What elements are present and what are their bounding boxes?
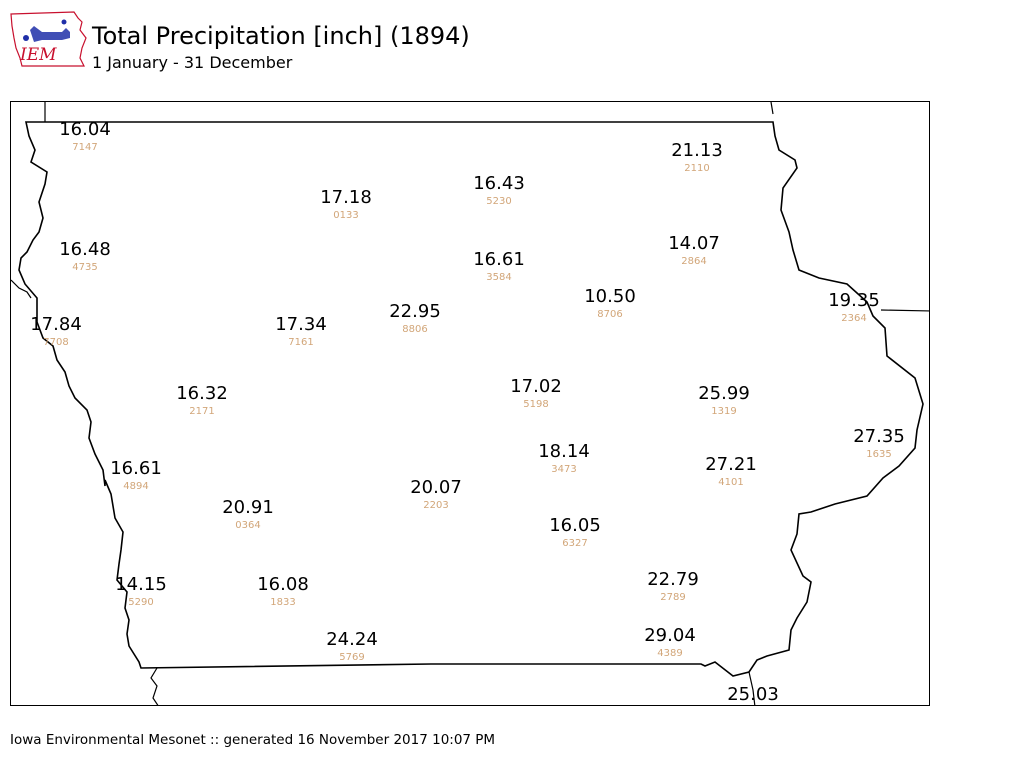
station-label: 16.32 2171	[176, 383, 228, 417]
station-id: 8806	[402, 324, 427, 335]
station-id: 5230	[486, 196, 511, 207]
station-label: 22.95 8806	[389, 301, 441, 335]
iem-logo: IEM	[8, 8, 88, 74]
station-precip-value: 27.21	[705, 454, 757, 475]
footer-credit: Iowa Environmental Mesonet :: generated …	[10, 732, 496, 748]
station-label: 17.84 7708	[30, 314, 82, 348]
station-label: 14.15 5290	[115, 574, 167, 608]
station-precip-value: 24.24	[326, 629, 378, 650]
station-id: 7161	[288, 337, 313, 348]
station-label: 25.99 1319	[698, 383, 750, 417]
station-id: 2364	[841, 313, 866, 324]
station-id: 4389	[657, 648, 682, 659]
iowa-outline-icon	[10, 11, 87, 67]
station-precip-value: 16.48	[59, 239, 111, 260]
station-label: 14.07 2864	[668, 233, 720, 267]
station-label: 16.43 5230	[473, 173, 525, 207]
station-id: 0364	[235, 520, 260, 531]
station-precip-value: 16.61	[110, 458, 162, 479]
station-precip-value: 21.13	[671, 140, 723, 161]
station-precip-value: 25.03	[727, 684, 779, 705]
station-label: 22.79 2789	[647, 569, 699, 603]
station-precip-value: 29.04	[644, 625, 696, 646]
station-precip-value: 20.07	[410, 477, 462, 498]
station-precip-value: 16.61	[473, 249, 525, 270]
station-label: 16.05 6327	[549, 515, 601, 549]
station-id: 2171	[189, 406, 214, 417]
station-id: 7147	[72, 142, 97, 153]
station-precip-value: 17.02	[510, 376, 562, 397]
station-precip-value: 16.05	[549, 515, 601, 536]
station-label: 16.48 4735	[59, 239, 111, 273]
weather-symbol-icon	[30, 26, 70, 42]
station-label: 16.08 1833	[257, 574, 309, 608]
station-id: 1319	[711, 406, 736, 417]
station-label: 24.24 5769	[326, 629, 378, 663]
station-id: 1833	[270, 597, 295, 608]
station-precip-value: 14.15	[115, 574, 167, 595]
station-precip-value: 17.18	[320, 187, 372, 208]
station-id: 3584	[486, 272, 511, 283]
map-panel: 16.04 7147 21.13 2110 16.43 5230 17.18 0133 16.4…	[10, 101, 930, 706]
station-label: 29.04 4389	[644, 625, 696, 659]
station-label: 16.61 4894	[110, 458, 162, 492]
state-border	[18, 121, 924, 677]
station-label: 21.13 2110	[671, 140, 723, 174]
station-label: 17.34 7161	[275, 314, 327, 348]
station-precip-value: 14.07	[668, 233, 720, 254]
station-id: 2864	[681, 256, 706, 267]
station-label: 17.02 5198	[510, 376, 562, 410]
station-precip-value: 22.79	[647, 569, 699, 590]
station-precip-value: 17.34	[275, 314, 327, 335]
logo-text: IEM	[19, 45, 57, 65]
station-id: 1635	[866, 449, 891, 460]
station-label: 18.14 3473	[538, 441, 590, 475]
station-id: 7708	[43, 337, 68, 348]
station-id: 8706	[597, 309, 622, 320]
station-label: 27.35 1635	[853, 426, 905, 460]
station-id: 5198	[523, 399, 548, 410]
iowa-map: 16.04 7147 21.13 2110 16.43 5230 17.18 0133 16.4…	[11, 102, 929, 705]
station-label: 17.18 0133	[320, 187, 372, 221]
station-id: 5290	[128, 597, 153, 608]
station-precip-value: 17.84	[30, 314, 82, 335]
station-precip-value: 16.04	[59, 119, 111, 140]
station-precip-value: 25.99	[698, 383, 750, 404]
station-id: 5769	[339, 652, 364, 663]
station-precip-value: 16.32	[176, 383, 228, 404]
station-id: 4735	[72, 262, 97, 273]
station-id: 2789	[660, 592, 685, 603]
station-label: 27.21 4101	[705, 454, 757, 488]
station-id: 2203	[423, 500, 448, 511]
station-precip-value: 19.35	[828, 290, 880, 311]
neighbor-border	[11, 102, 929, 705]
station-precip-value: 27.35	[853, 426, 905, 447]
station-id: 4894	[123, 481, 148, 492]
station-precip-value: 16.08	[257, 574, 309, 595]
station-id: 6327	[562, 538, 587, 549]
station-id: 2110	[684, 163, 709, 174]
station-label: 19.35 2364	[828, 290, 880, 324]
station-precip-value: 18.14	[538, 441, 590, 462]
station-label: 20.91 0364	[222, 497, 274, 531]
station-precip-value: 16.43	[473, 173, 525, 194]
map-subtitle: 1 January - 31 December	[92, 53, 293, 72]
station-precip-value: 22.95	[389, 301, 441, 322]
station-label: 16.61 3584	[473, 249, 525, 283]
station-id: 0133	[333, 210, 358, 221]
station-label: 20.07 2203	[410, 477, 462, 511]
station-label: 10.50 8706	[584, 286, 636, 320]
station-id: 4101	[718, 477, 743, 488]
station-label: 25.03	[727, 684, 779, 705]
station-id: 3473	[551, 464, 576, 475]
map-title: Total Precipitation [inch] (1894)	[92, 22, 470, 50]
station-label: 16.04 7147	[59, 119, 111, 153]
station-precip-value: 20.91	[222, 497, 274, 518]
station-precip-value: 10.50	[584, 286, 636, 307]
